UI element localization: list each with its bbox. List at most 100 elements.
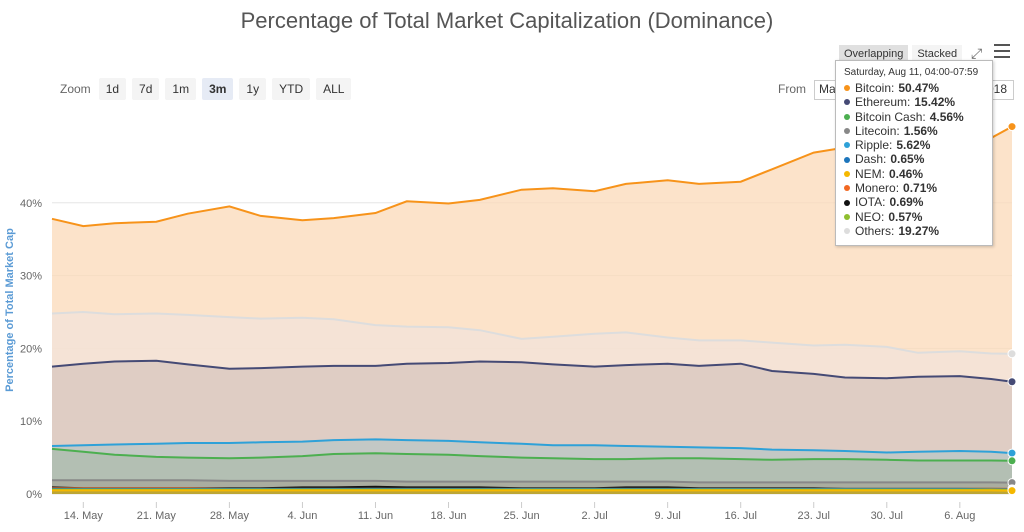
tooltip-row-nem: NEM: 0.46%: [844, 167, 984, 181]
line-ethereum: [51, 359, 1013, 383]
tooltip-row-ripple: Ripple: 5.62%: [844, 138, 984, 152]
tooltip-dot: [844, 142, 850, 149]
tooltip-date: Saturday, Aug 11, 04:00-07:59: [844, 67, 979, 78]
x-tick-label: 11. Jun: [358, 510, 393, 522]
y-tick-label: 30%: [20, 271, 42, 283]
tooltip-rows: Bitcoin: 50.47% Ethereum: 15.42% Bitcoin Cas…: [844, 81, 984, 238]
tooltip-row-bitcoin: Bitcoin: 50.47%: [844, 81, 984, 95]
tooltip-dot: [844, 99, 850, 106]
y-axis-ticks: 0% 10% 20% 30% 40%: [20, 198, 42, 501]
tooltip-series-name: Ripple:: [855, 138, 893, 153]
tooltip-series-name: Dash:: [855, 152, 887, 167]
y-tick-label: 10%: [20, 416, 42, 428]
tooltip-dot: [844, 113, 850, 120]
line-litecoin: [52, 479, 1013, 484]
y-tick-label: 40%: [20, 198, 42, 210]
mode-stacked-button[interactable]: Stacked: [912, 45, 963, 63]
zoom-button-ytd[interactable]: YTD: [272, 78, 311, 100]
tooltip-row-bitcoin-cash: Bitcoin Cash: 4.56%: [844, 110, 984, 124]
tooltip-series-value: 15.42%: [914, 95, 956, 110]
tooltip-series-value: 50.47%: [898, 81, 940, 95]
zoom-label: Zoom: [60, 82, 91, 96]
tooltip-series-name: Monero:: [855, 181, 900, 196]
tooltip-dot: [844, 128, 850, 135]
x-tick-label: 21. May: [137, 510, 177, 522]
zoom-button-1y[interactable]: 1y: [239, 78, 267, 100]
tooltip-dot: [844, 170, 850, 177]
line-bitcoin-cash: [51, 447, 1013, 462]
zoom-button-all[interactable]: ALL: [316, 78, 352, 100]
tooltip-series-name: Ethereum:: [855, 95, 911, 110]
tooltip-dot: [844, 199, 850, 206]
tooltip-series-value: 0.57%: [888, 209, 923, 224]
tooltip-series-name: Bitcoin Cash:: [855, 109, 926, 124]
fullscreen-icon[interactable]: ⤢: [971, 45, 983, 61]
x-tick-label: 18. Jun: [430, 510, 466, 522]
zoom-controls: Zoom 1d 7d 1m 3m 1y YTD ALL: [60, 78, 352, 100]
tooltip-series-value: 4.56%: [929, 109, 964, 124]
tooltip-series-name: NEM:: [855, 166, 885, 181]
tooltip-series-value: 0.65%: [890, 152, 925, 167]
tooltip-series-value: 0.46%: [889, 166, 924, 181]
zoom-button-1d[interactable]: 1d: [98, 78, 127, 100]
tooltip-dot: [844, 185, 850, 192]
tooltip-series-value: 5.62%: [896, 138, 931, 153]
y-tick-label: 20%: [20, 343, 42, 355]
zoom-button-3m[interactable]: 3m: [202, 78, 234, 100]
end-marker-ripple: [1007, 448, 1017, 458]
tooltip-row-dash: Dash: 0.65%: [844, 152, 984, 166]
x-axis-ticks: 14. May 21. May 28. May 4. Jun 11. Jun 18. Ju…: [64, 502, 975, 522]
series-end-markers: [1007, 122, 1017, 496]
chart-title: Percentage of Total Market Capitalizatio…: [240, 8, 774, 33]
x-tick-label: 25. Jun: [504, 510, 540, 522]
tooltip: Saturday, Aug 11, 04:00-07:59 Bitcoin: 50…: [835, 60, 993, 246]
series-lines: [51, 125, 1013, 492]
x-tick-label: 30. Jul: [871, 510, 903, 522]
chart-mode-toggle: Overlapping Stacked: [839, 45, 963, 63]
x-tick-label: 4. Jun: [287, 510, 317, 522]
tooltip-row-others: Others: 19.27%: [844, 224, 984, 238]
end-marker-ethereum: [1007, 377, 1017, 387]
tooltip-series-value: 0.69%: [889, 195, 924, 210]
tooltip-row-litecoin: Litecoin: 1.56%: [844, 124, 984, 138]
tooltip-series-name: Litecoin:: [855, 123, 900, 138]
tooltip-series-name: Bitcoin:: [855, 81, 895, 95]
tooltip-dot: [844, 228, 850, 235]
tooltip-dot: [844, 213, 850, 220]
tooltip-row-monero: Monero: 0.71%: [844, 181, 984, 195]
x-tick-label: 14. May: [64, 510, 104, 522]
x-tick-label: 28. May: [210, 510, 250, 522]
tooltip-series-value: 19.27%: [898, 223, 940, 238]
x-tick-label: 6. Aug: [944, 510, 975, 522]
tooltip-series-value: 1.56%: [903, 123, 938, 138]
tooltip-series-value: 0.71%: [903, 181, 938, 196]
tooltip-series-name: NEO:: [855, 209, 885, 224]
mode-overlapping-button[interactable]: Overlapping: [839, 45, 909, 63]
x-tick-label: 23. Jul: [798, 510, 830, 522]
tooltip-dot: [844, 85, 850, 92]
series-areas: [52, 126, 1012, 494]
tooltip-dot: [844, 156, 850, 163]
x-tick-label: 2. Jul: [581, 510, 607, 522]
end-marker-others: [1007, 349, 1017, 359]
tooltip-series-name: IOTA:: [855, 195, 886, 210]
range-from-label: From: [778, 82, 806, 96]
y-tick-label: 0%: [26, 489, 42, 501]
end-marker-bitcoin-cash: [1007, 456, 1017, 466]
end-marker-bitcoin: [1007, 122, 1017, 132]
tooltip-row-neo: NEO: 0.57%: [844, 210, 984, 224]
tooltip-row-ethereum: Ethereum: 15.42%: [844, 95, 984, 109]
y-axis-label: Percentage of Total Market Cap: [4, 228, 16, 392]
x-tick-label: 9. Jul: [655, 510, 681, 522]
zoom-button-1m[interactable]: 1m: [165, 78, 197, 100]
line-others: [51, 310, 1013, 355]
menu-icon[interactable]: [994, 44, 1010, 58]
range-from-value: Ma: [819, 82, 836, 96]
x-tick-label: 16. Jul: [724, 510, 756, 522]
zoom-button-7d[interactable]: 7d: [132, 78, 160, 100]
tooltip-row-iota: IOTA: 0.69%: [844, 195, 984, 209]
tooltip-series-name: Others:: [855, 223, 895, 238]
end-marker-nem: [1007, 486, 1017, 496]
line-ripple: [51, 438, 1013, 455]
